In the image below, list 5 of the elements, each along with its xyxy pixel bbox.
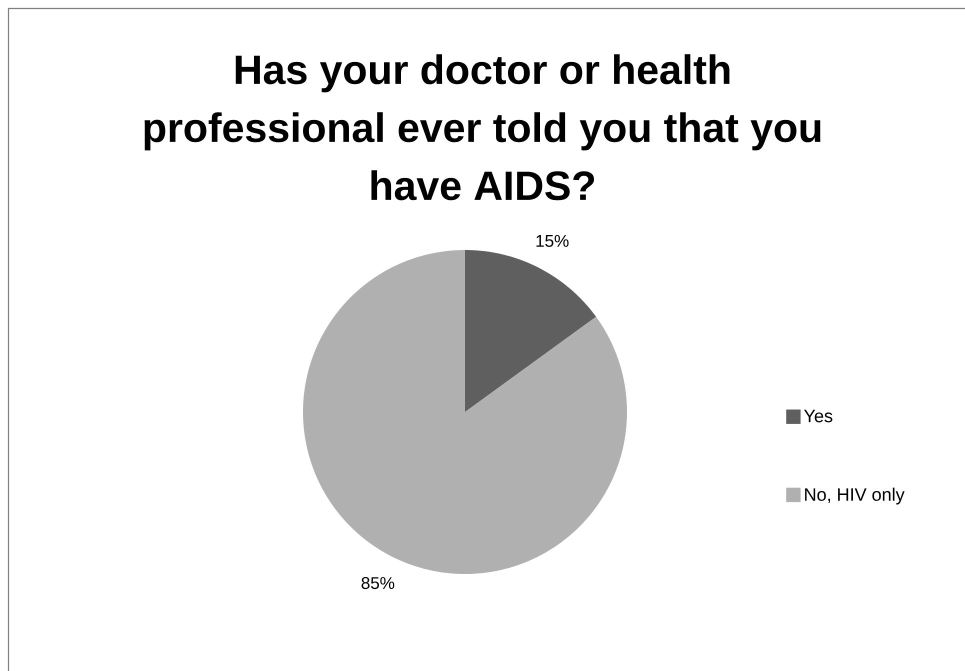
data-label: 15% — [536, 234, 569, 247]
data-label: 85% — [362, 577, 394, 590]
legend-label: No, HIV only — [805, 488, 905, 504]
chart-title: Has your doctor or health professional ever told you that you have AIDS? — [144, 54, 820, 200]
legend-label: Yes — [804, 410, 832, 422]
